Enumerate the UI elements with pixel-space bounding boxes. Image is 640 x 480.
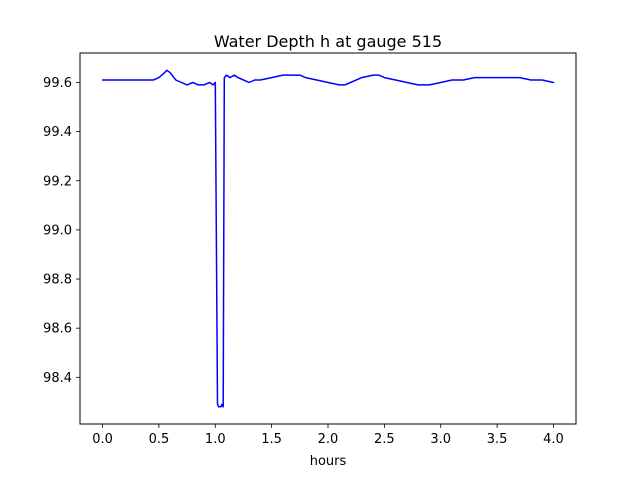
y-tick-label: 99.6 (43, 76, 72, 91)
chart-title: Water Depth h at gauge 515 (214, 32, 442, 51)
x-tick-label: 1.5 (261, 432, 282, 447)
axes-frame (79, 52, 577, 425)
y-tick-label: 99.4 (43, 125, 72, 140)
y-tick-label: 98.8 (43, 273, 72, 288)
ticks-layer: 0.0 0.5 1.0 1.5 2.0 2.5 3.0 3.5 4.0 98.4 98.6 98.8 9… (43, 76, 564, 447)
water-depth-series-line (101, 69, 555, 408)
x-axis-label: hours (310, 454, 347, 469)
x-tick-label: 0.0 (92, 432, 113, 447)
x-tick-label: 2.5 (374, 432, 395, 447)
x-tick-label: 3.5 (487, 432, 508, 447)
x-tick-label: 1.0 (205, 432, 226, 447)
y-tick-label: 99.0 (43, 223, 72, 238)
x-tick-label: 2.0 (318, 432, 339, 447)
y-tick-label: 99.2 (43, 174, 72, 189)
x-tick-label: 4.0 (543, 432, 564, 447)
y-tick-label: 98.6 (43, 322, 72, 337)
x-tick-label: 0.5 (149, 432, 170, 447)
y-tick-label: 98.4 (43, 371, 72, 386)
x-tick-label: 3.0 (430, 432, 451, 447)
